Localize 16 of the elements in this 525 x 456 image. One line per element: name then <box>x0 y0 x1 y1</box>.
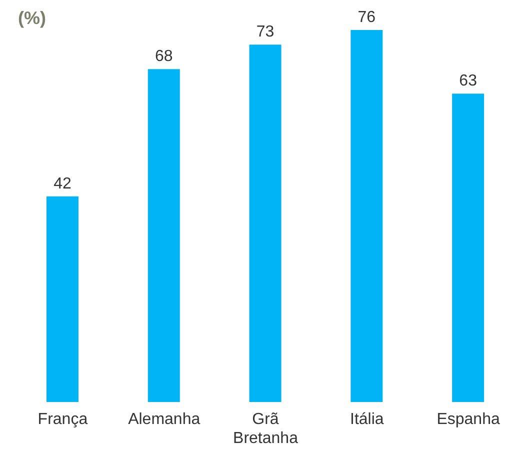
data-label: 73 <box>256 24 274 41</box>
x-tick-label: Espanha <box>436 411 500 428</box>
data-label: 42 <box>54 175 72 192</box>
x-tick-label: Itália <box>350 411 384 428</box>
data-label: 76 <box>358 9 376 26</box>
bar <box>46 196 78 402</box>
x-tick-label: Alemanha <box>128 411 200 428</box>
bar <box>249 44 282 402</box>
bar <box>350 30 383 402</box>
data-label: 68 <box>154 48 173 66</box>
x-tick-label: França <box>38 411 88 428</box>
y-axis-title: (%) <box>18 8 46 29</box>
x-tick-label: Grã Bretanha <box>233 411 298 447</box>
data-label: 63 <box>459 72 478 90</box>
bar <box>148 69 180 402</box>
bar <box>452 94 484 402</box>
